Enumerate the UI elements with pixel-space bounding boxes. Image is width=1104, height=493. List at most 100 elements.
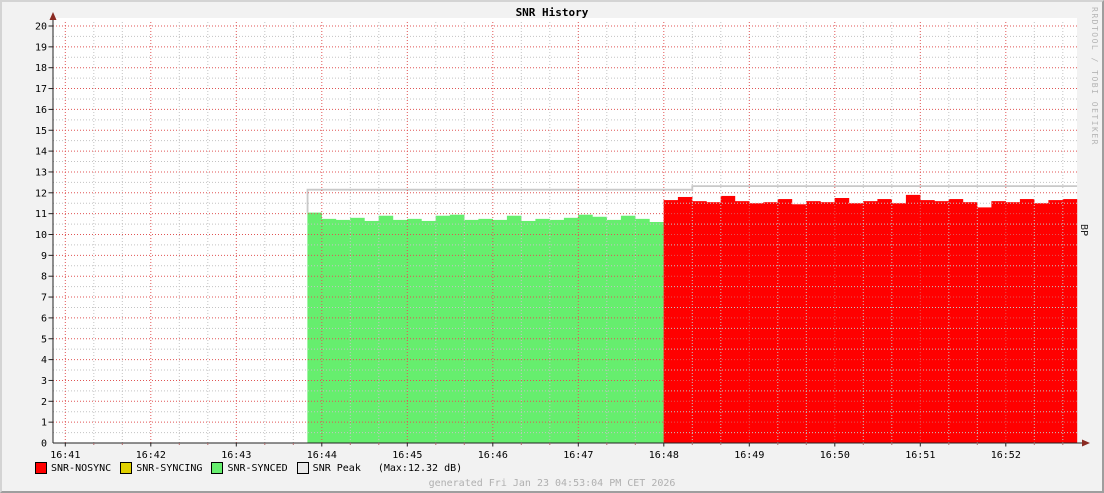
y-tick-label: 11 xyxy=(35,209,47,220)
y-tick-label: 12 xyxy=(35,188,47,199)
area-snr-nosync xyxy=(863,201,878,443)
y-tick-label: 7 xyxy=(41,293,47,304)
y-tick-label: 1 xyxy=(41,418,47,429)
area-snr-nosync xyxy=(692,201,707,443)
peak-max-note: (Max:12.32 dB) xyxy=(377,462,463,474)
y-tick-label: 4 xyxy=(41,355,47,366)
area-snr-nosync xyxy=(706,202,721,443)
area-snr-nosync xyxy=(905,194,921,443)
area-snr-nosync xyxy=(1048,200,1063,443)
area-snr-synced xyxy=(549,219,565,443)
x-axis-arrow xyxy=(1082,439,1090,447)
area-snr-nosync xyxy=(891,203,907,443)
area-snr-nosync xyxy=(749,203,764,443)
y-tick-label: 10 xyxy=(35,230,47,241)
y-tick-label: 18 xyxy=(35,63,47,74)
x-tick-label: 16:46 xyxy=(478,450,508,461)
legend-label: SNR-SYNCING xyxy=(136,462,203,474)
y-tick-label: 19 xyxy=(35,42,47,53)
legend-swatch xyxy=(35,462,47,474)
legend-label: SNR-SYNCED xyxy=(227,462,288,474)
area-snr-synced xyxy=(421,220,436,443)
area-snr-synced xyxy=(649,221,664,443)
legend-item-snr-synced: SNR-SYNCED xyxy=(211,462,288,474)
chart-legend: SNR-NOSYNC SNR-SYNCING SNR-SYNCED SNR Peak (… xyxy=(35,462,462,474)
y-tick-label: 15 xyxy=(35,126,47,137)
area-snr-nosync xyxy=(1005,202,1021,443)
y-tick-label: 20 xyxy=(35,22,47,33)
y-tick-label: 9 xyxy=(41,251,47,262)
y-tick-label: 6 xyxy=(41,313,47,324)
area-snr-synced xyxy=(578,214,593,443)
legend-item-snr-syncing: SNR-SYNCING xyxy=(120,462,202,474)
peak-line xyxy=(306,185,1078,213)
x-tick-label: 16:45 xyxy=(392,450,422,461)
area-snr-nosync xyxy=(962,202,978,443)
area-snr-synced xyxy=(478,218,493,443)
legend-label: SNR Peak xyxy=(312,462,361,474)
area-snr-synced xyxy=(592,216,607,443)
area-snr-synced xyxy=(635,218,650,443)
x-tick-label: 16:50 xyxy=(820,450,850,461)
legend-item-snr-nosync: SNR-NOSYNC xyxy=(35,462,111,474)
x-tick-label: 16:44 xyxy=(307,450,337,461)
legend-swatch xyxy=(120,462,133,474)
area-snr-nosync xyxy=(820,202,835,443)
area-snr-nosync xyxy=(1062,199,1078,443)
area-snr-nosync xyxy=(734,201,750,443)
area-snr-synced xyxy=(350,217,365,443)
legend-label: SNR-NOSYNC xyxy=(51,462,112,474)
area-snr-nosync xyxy=(791,204,807,443)
area-snr-synced xyxy=(335,219,351,443)
y-tick-label: 2 xyxy=(41,397,47,408)
y-tick-label: 5 xyxy=(41,334,47,345)
area-snr-nosync xyxy=(877,199,892,443)
x-tick-label: 16:43 xyxy=(221,450,251,461)
area-snr-nosync xyxy=(677,196,693,443)
y-tick-label: 17 xyxy=(35,84,47,95)
x-tick-label: 16:49 xyxy=(734,450,764,461)
x-tick-label: 16:47 xyxy=(563,450,593,461)
generated-timestamp: generated Fri Jan 23 04:53:04 PM CET 202… xyxy=(428,478,676,489)
y-axis-arrow xyxy=(49,12,57,20)
area-snr-synced xyxy=(563,217,579,443)
area-snr-nosync xyxy=(948,199,964,443)
area-snr-synced xyxy=(535,218,550,443)
area-snr-nosync xyxy=(848,203,864,443)
area-snr-synced xyxy=(435,215,451,443)
area-snr-synced xyxy=(464,219,479,443)
area-snr-nosync xyxy=(834,198,850,443)
area-snr-nosync xyxy=(806,201,821,443)
x-tick-label: 16:48 xyxy=(649,450,679,461)
y-tick-label: 14 xyxy=(35,147,47,158)
area-snr-nosync xyxy=(1019,199,1035,443)
area-snr-synced xyxy=(407,218,422,443)
legend-item-snr-peak: SNR Peak xyxy=(296,462,361,474)
area-snr-synced xyxy=(378,215,394,443)
chart-title: SNR History xyxy=(515,6,589,19)
right-axis-label: BP xyxy=(1078,224,1089,237)
area-snr-synced xyxy=(506,215,522,443)
legend-swatch xyxy=(211,462,224,474)
y-tick-label: 0 xyxy=(41,439,47,450)
legend-swatch xyxy=(296,462,309,474)
y-tick-label: 8 xyxy=(41,272,47,283)
area-snr-nosync xyxy=(977,207,992,443)
x-tick-label: 16:42 xyxy=(136,450,166,461)
area-snr-nosync xyxy=(991,201,1006,443)
x-tick-label: 16:51 xyxy=(905,450,935,461)
x-tick-label: 16:52 xyxy=(991,450,1021,461)
y-tick-label: 16 xyxy=(35,105,47,116)
x-tick-label: 16:41 xyxy=(50,450,80,461)
area-snr-nosync xyxy=(720,195,736,443)
area-snr-synced xyxy=(620,215,636,443)
area-snr-synced xyxy=(521,220,536,443)
rrdtool-watermark: RRDTOOL / TOBI OETIKER xyxy=(1090,7,1099,146)
area-snr-nosync xyxy=(1034,203,1049,443)
area-snr-nosync xyxy=(763,202,778,443)
area-snr-nosync xyxy=(777,199,793,443)
area-snr-nosync xyxy=(663,200,679,443)
area-snr-synced xyxy=(307,212,322,443)
